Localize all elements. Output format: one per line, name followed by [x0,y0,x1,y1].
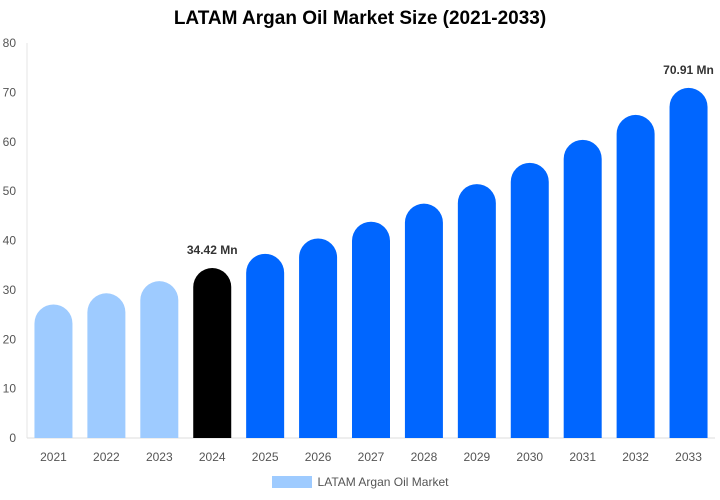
legend-swatch [271,476,312,488]
x-tick-label: 2027 [358,450,385,464]
y-tick-label: 40 [3,234,17,248]
x-tick-label: 2023 [146,450,173,464]
bar-2032 [616,114,655,438]
bar-2030 [510,162,549,438]
chart-title: LATAM Argan Oil Market Size (2021-2033) [173,8,547,29]
x-tick-label: 2021 [40,450,67,464]
y-tick-label: 30 [3,283,17,297]
y-tick-label: 60 [3,135,17,149]
y-tick-label: 10 [3,382,17,396]
legend-label: LATAM Argan Oil Market [317,475,449,489]
y-tick-label: 80 [3,36,17,50]
bar-2027 [352,221,390,438]
bar-2022 [87,293,126,438]
x-tick-label: 2025 [252,450,279,464]
bar-2033 [669,87,708,439]
x-tick-label: 2022 [93,450,120,464]
x-tick-label: 2029 [463,450,490,464]
y-tick-label: 0 [9,431,16,445]
bar-2031 [563,139,602,438]
data-label: 34.42 Mn [187,243,238,257]
y-tick-label: 50 [3,184,17,198]
x-tick-label: 2028 [411,450,438,464]
x-tick-label: 2024 [199,450,226,464]
x-tick-label: 2030 [516,450,543,464]
y-tick-label: 20 [3,332,17,346]
bar-2021 [34,304,73,438]
data-label: 70.91 Mn [663,63,714,77]
x-tick-label: 2031 [569,450,596,464]
bar-2023 [140,281,179,438]
bar-2026 [299,238,338,438]
legend[interactable]: LATAM Argan Oil Market [0,475,720,489]
x-tick-label: 2026 [305,450,332,464]
bar-2028 [404,203,443,438]
y-tick-label: 70 [3,85,17,99]
x-tick-label: 2033 [675,450,702,464]
bar-2029 [457,184,496,438]
bar-2025 [246,253,285,438]
x-tick-label: 2032 [622,450,649,464]
bar-2024 [193,268,232,438]
